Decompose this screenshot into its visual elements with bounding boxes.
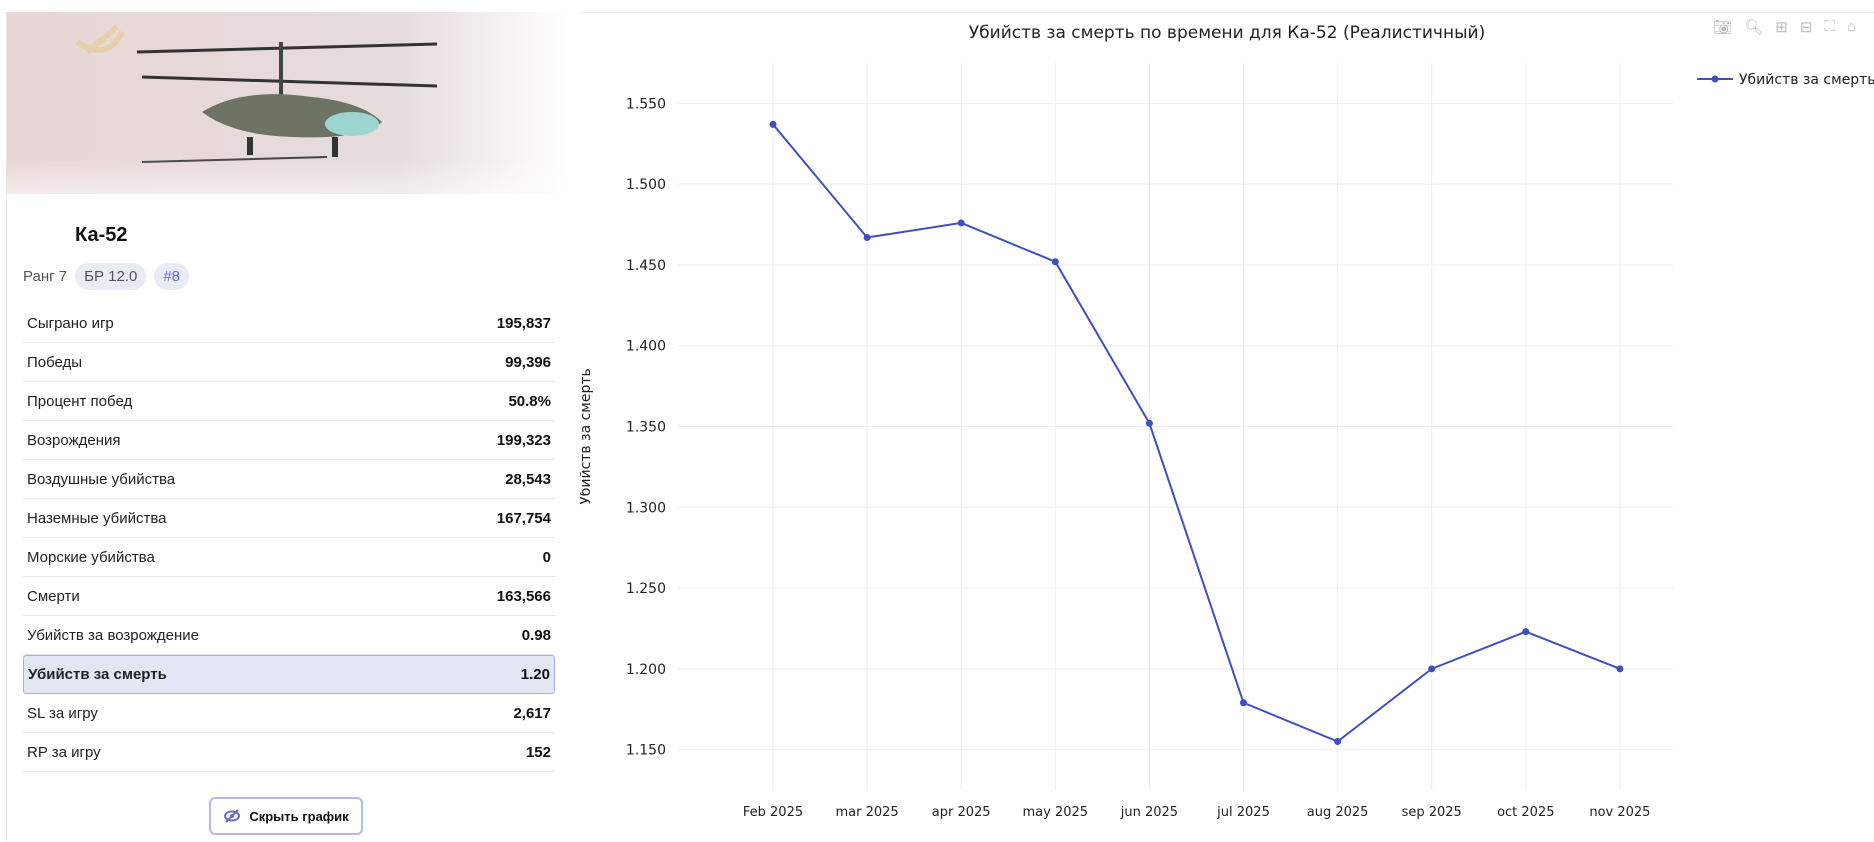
data-point xyxy=(1051,258,1059,266)
position-badge: #8 xyxy=(154,263,190,290)
stat-row: Сыграно игр 195,837 xyxy=(23,304,555,343)
stat-value: 152 xyxy=(525,743,551,761)
x-tick-label: oct 2025 xyxy=(1497,805,1554,820)
stats-table: Сыграно игр 195,837 Победы 99,396 Процент по… xyxy=(23,304,555,772)
zoom-out-icon[interactable]: ⊟ xyxy=(1799,19,1813,36)
chart-panel: Убийств за смерть по времени для Ка-52 (… xyxy=(580,12,1874,841)
stat-row: Возрождения 199,323 xyxy=(23,421,555,460)
data-point xyxy=(1522,628,1530,636)
chart-modebar: 📷︎ 🔍︎ ⊞ ⊟ ⛶ ⌂ xyxy=(1713,18,1856,36)
stat-value: 167,754 xyxy=(496,509,551,527)
br-badge: БР 12.0 xyxy=(75,263,147,290)
x-tick-label: apr 2025 xyxy=(932,805,991,820)
x-tick-label: jun 2025 xyxy=(1120,805,1178,820)
y-axis-label: Убийств за смерть xyxy=(580,368,594,505)
stat-row: RP за игру 152 xyxy=(23,733,555,772)
vehicle-name: Ка-52 xyxy=(75,224,128,246)
stat-value: 1.20 xyxy=(520,666,550,683)
y-tick-label: 1.350 xyxy=(626,420,666,436)
data-point xyxy=(769,120,777,128)
stat-label: SL за игру xyxy=(27,704,98,722)
stat-row: Убийств за возрождение 0.98 xyxy=(23,616,555,655)
stat-row: Смерти 163,566 xyxy=(23,577,555,616)
stat-value: 195,837 xyxy=(496,314,551,332)
autoscale-icon[interactable]: ⛶ xyxy=(1824,18,1835,35)
y-tick-label: 1.450 xyxy=(626,258,666,274)
stat-label: Наземные убийства xyxy=(27,509,167,527)
chart-title: Убийств за смерть по времени для Ка-52 (… xyxy=(968,23,1486,43)
stat-value: 0.98 xyxy=(521,626,551,644)
stat-label: Убийств за возрождение xyxy=(27,626,199,644)
stat-label: Смерти xyxy=(27,587,80,605)
y-tick-label: 1.200 xyxy=(626,662,666,678)
zoom-icon[interactable]: 🔍︎ xyxy=(1744,19,1764,36)
stat-value: 50.8% xyxy=(508,392,551,410)
eye-slash-icon xyxy=(224,809,241,823)
stat-row: Наземные убийства 167,754 xyxy=(23,499,555,538)
data-point xyxy=(1334,738,1342,746)
home-icon[interactable]: ⌂ xyxy=(1846,18,1856,35)
legend-item: Убийств за смерть xyxy=(1739,72,1874,88)
y-tick-label: 1.300 xyxy=(626,500,666,516)
data-point xyxy=(1240,699,1247,707)
y-tick-label: 1.150 xyxy=(626,743,666,759)
data-point xyxy=(1616,665,1624,673)
stat-label: Морские убийства xyxy=(27,548,155,566)
zoom-in-icon[interactable]: ⊞ xyxy=(1775,19,1788,36)
line-chart[interactable]: Feb 2025 mar 2025 apr 2025 may 2025 jun 2025… xyxy=(580,13,1874,842)
stat-value: 163,566 xyxy=(496,587,551,605)
y-tick-label: 1.550 xyxy=(626,96,666,112)
stat-row: Процент побед 50.8% xyxy=(23,382,555,421)
data-point xyxy=(1428,665,1436,673)
hide-chart-label: Скрыть график xyxy=(249,808,349,824)
stat-row: Победы 99,396 xyxy=(23,343,555,382)
stat-row: SL за игру 2,617 xyxy=(23,694,555,733)
stat-value: 99,396 xyxy=(505,353,551,371)
stat-label: Убийств за смерть xyxy=(28,666,167,683)
y-tick-label: 1.250 xyxy=(626,581,666,597)
camera-icon[interactable]: 📷︎ xyxy=(1713,19,1733,36)
x-tick-label: mar 2025 xyxy=(835,805,898,820)
stat-label: Сыграно игр xyxy=(27,314,114,332)
y-tick-label: 1.400 xyxy=(626,339,666,355)
stat-value: 2,617 xyxy=(513,704,551,722)
x-tick-label: nov 2025 xyxy=(1589,805,1650,820)
vehicle-image xyxy=(7,12,569,194)
x-tick-label: jul 2025 xyxy=(1216,805,1270,820)
stat-value: 28,543 xyxy=(505,470,551,488)
vehicle-tags: Ранг 7 БР 12.0 #8 xyxy=(23,263,190,290)
stat-row: Убийств за смерть 1.20 xyxy=(23,655,555,694)
x-tick-label: may 2025 xyxy=(1023,805,1089,820)
rank-label: Ранг 7 xyxy=(23,268,68,285)
y-tick-label: 1.500 xyxy=(626,177,666,193)
data-point xyxy=(863,233,871,241)
hide-chart-button[interactable]: Скрыть график xyxy=(209,797,363,835)
vehicle-panel: Ка-52 Ранг 7 БР 12.0 #8 Сыграно игр 195,8… xyxy=(6,12,569,841)
legend-marker-icon xyxy=(1711,75,1719,83)
stat-label: Процент побед xyxy=(27,392,133,410)
data-point xyxy=(957,219,965,227)
data-point xyxy=(1145,419,1153,427)
stat-value: 0 xyxy=(542,548,551,566)
stat-label: RP за игру xyxy=(27,743,101,761)
series-line xyxy=(772,123,1621,743)
stat-row: Морские убийства 0 xyxy=(23,538,555,577)
x-tick-label: sep 2025 xyxy=(1402,805,1462,820)
stat-label: Победы xyxy=(27,353,83,371)
stat-label: Возрождения xyxy=(27,431,121,449)
x-tick-label: Feb 2025 xyxy=(743,805,803,820)
stat-row: Воздушные убийства 28,543 xyxy=(23,460,555,499)
stat-value: 199,323 xyxy=(496,431,551,449)
stat-label: Воздушные убийства xyxy=(27,470,176,488)
x-tick-label: aug 2025 xyxy=(1307,805,1369,820)
